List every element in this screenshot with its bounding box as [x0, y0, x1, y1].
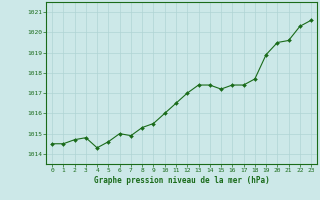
- X-axis label: Graphe pression niveau de la mer (hPa): Graphe pression niveau de la mer (hPa): [94, 176, 269, 185]
